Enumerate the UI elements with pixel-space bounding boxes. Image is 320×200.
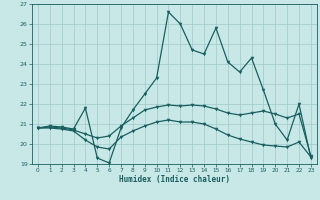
X-axis label: Humidex (Indice chaleur): Humidex (Indice chaleur) — [119, 175, 230, 184]
